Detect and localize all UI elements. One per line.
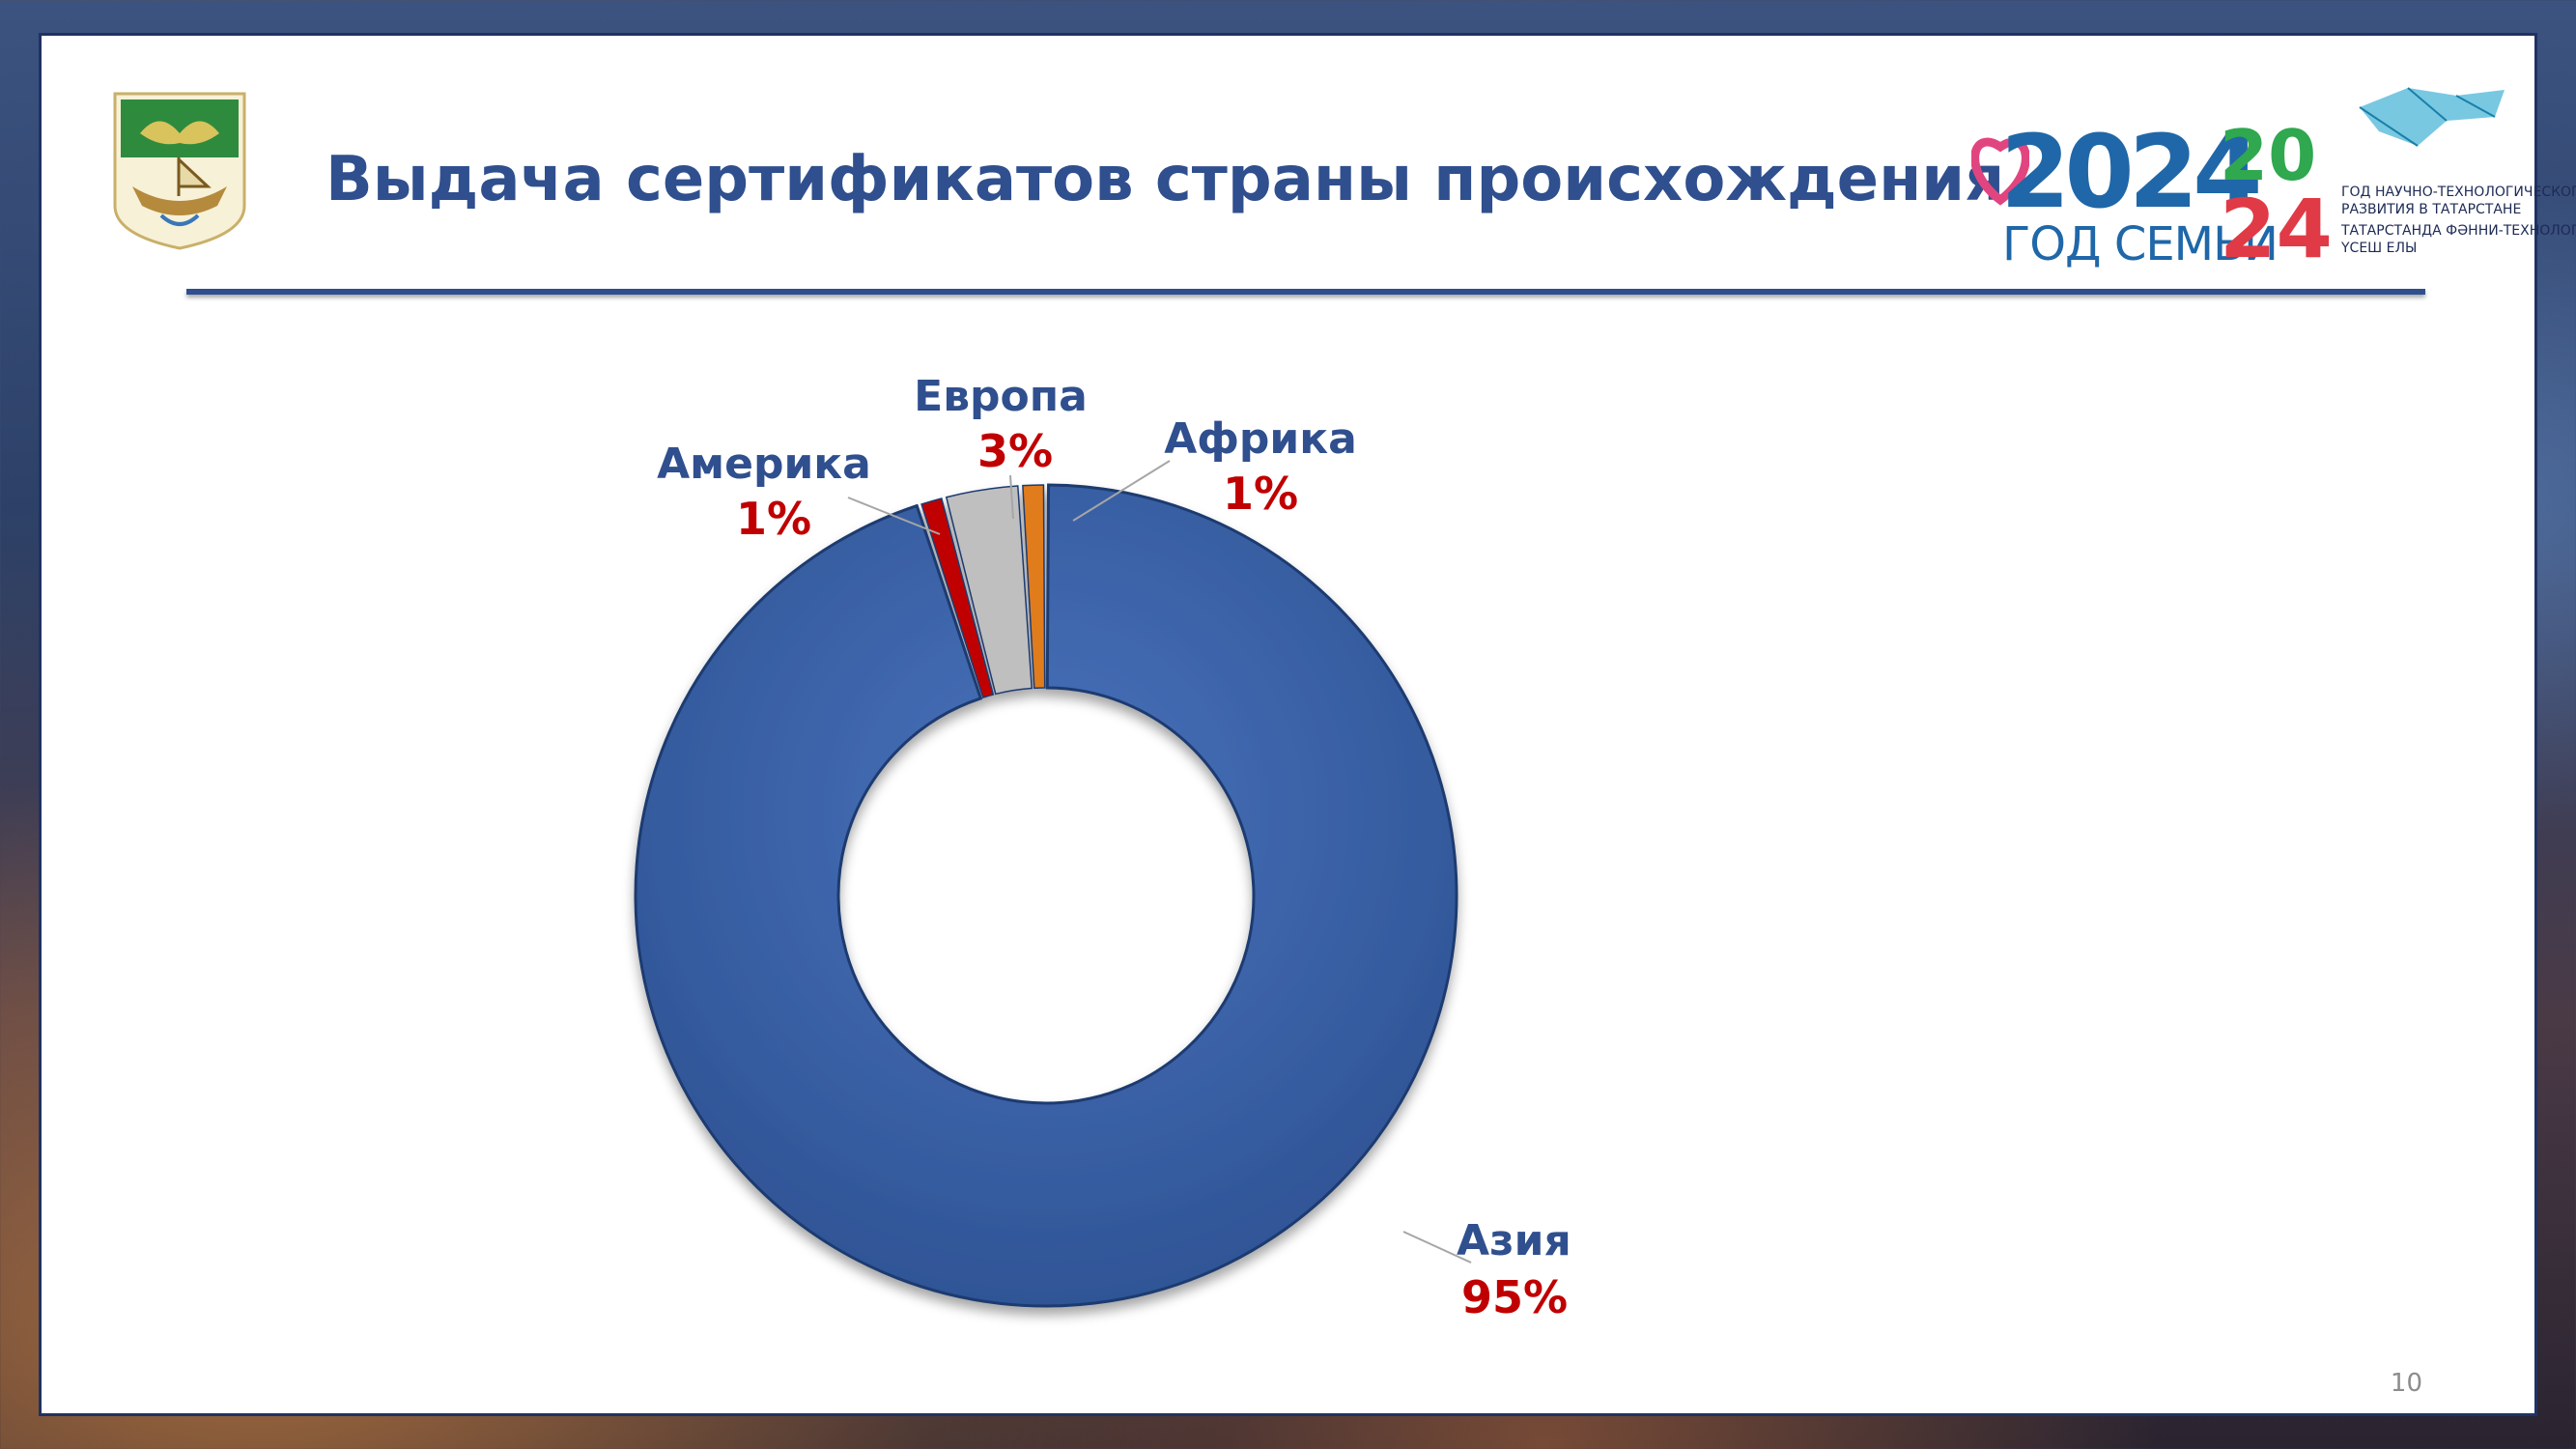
category-label-america: Америка (657, 440, 871, 489)
slide: Выдача сертификатов страны происхождения… (39, 33, 2576, 1416)
year-2024-number: 2024 (2000, 113, 2262, 231)
percent-label-asia: 95% (1461, 1271, 1568, 1323)
science-year-line-3: ТАТАРСТАНДА ФӘННИ-ТЕХНОЛОГИК (2341, 223, 2576, 239)
donut-slice-africa (1022, 484, 1046, 690)
science-year-line-4: ҮСЕШ ЕЛЫ (2341, 241, 2418, 256)
year-of-family-text: ГОД СЕМЬИ (2002, 217, 2279, 271)
science-year-logo: 20 24 ГОД НАУЧНО-ТЕХНОЛОГИЧЕСКОГО РАЗВИТ… (2215, 78, 2576, 271)
svg-text:20: 20 (2220, 115, 2316, 196)
category-label-asia: Азия (1457, 1216, 1571, 1265)
percent-label-europe: 3% (977, 425, 1053, 477)
leader-line-africa (1072, 460, 1171, 522)
donut-slice-asia (634, 483, 1458, 1308)
category-label-europe: Европа (914, 372, 1088, 421)
leader-line-europe (1009, 474, 1014, 520)
leader-line-asia (1402, 1231, 1472, 1264)
science-year-line-1: ГОД НАУЧНО-ТЕХНОЛОГИЧЕСКОГО (2341, 185, 2576, 200)
svg-text:24: 24 (2220, 182, 2333, 271)
title-underline (186, 289, 2425, 295)
slide-title: Выдача сертификатов страны происхождения (326, 144, 2005, 215)
donut-slice-europe (945, 485, 1033, 696)
donut-slice-america (920, 497, 995, 699)
page-number: 10 (2390, 1369, 2422, 1398)
coat-of-arms-logo (113, 92, 246, 250)
year-of-family-logo: 2024 ГОД СЕМЬИ (1971, 113, 2279, 277)
percent-label-america: 1% (736, 493, 811, 545)
percent-label-africa: 1% (1223, 468, 1298, 520)
leader-line-america (847, 497, 941, 535)
science-year-line-2: РАЗВИТИЯ В ТАТАРСТАНЕ (2341, 202, 2522, 217)
category-label-africa: Африка (1164, 414, 1357, 464)
heart-icon (1971, 137, 2029, 206)
